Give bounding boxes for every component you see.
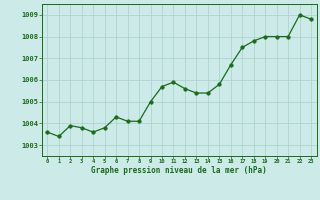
X-axis label: Graphe pression niveau de la mer (hPa): Graphe pression niveau de la mer (hPa) xyxy=(91,166,267,175)
